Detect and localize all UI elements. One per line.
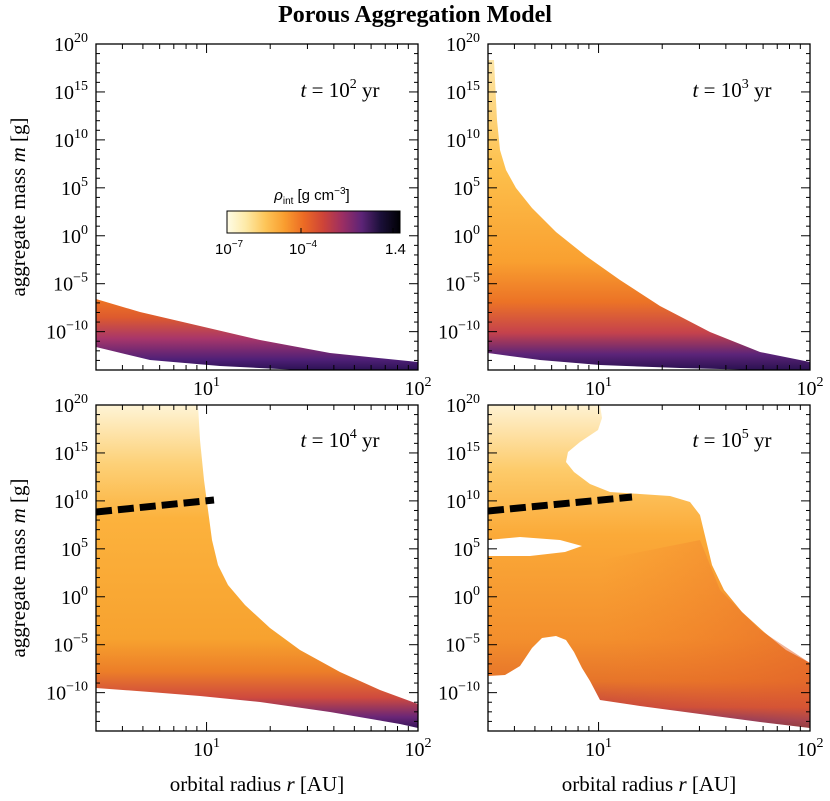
y-tick-label: 1020 bbox=[54, 31, 88, 56]
empty-region-bottom-left bbox=[96, 688, 418, 731]
y-tick-label: 1020 bbox=[54, 392, 88, 417]
x-tick-label: 102 bbox=[797, 375, 824, 400]
y-tick-label: 100 bbox=[61, 584, 88, 609]
y-tick-label: 100 bbox=[453, 223, 480, 248]
colorbar-label: ρint [g cm−3] bbox=[273, 186, 349, 207]
x-tick-label: 101 bbox=[193, 736, 220, 761]
y-tick-label: 1015 bbox=[446, 440, 480, 465]
density-region-bottom-right-warm bbox=[600, 540, 810, 731]
time-label-top-left: t = 102 yr bbox=[301, 77, 380, 102]
xlabel-right: orbital radius r [AU] bbox=[562, 772, 736, 796]
y-tick-label: 10−10 bbox=[438, 680, 480, 705]
y-tick-label: 1010 bbox=[54, 488, 88, 513]
time-label-top-right: t = 103 yr bbox=[693, 77, 772, 102]
y-tick-label: 105 bbox=[453, 536, 480, 561]
panel-top-right: t = 103 yr bbox=[487, 43, 811, 371]
y-tick-label: 10−10 bbox=[46, 680, 88, 705]
density-region-top-left bbox=[96, 299, 418, 370]
ticks-top-right bbox=[487, 43, 811, 371]
time-label-bottom-right: t = 105 yr bbox=[693, 427, 772, 452]
x-tick-label: 101 bbox=[585, 375, 612, 400]
y-tick-label: 1020 bbox=[446, 31, 480, 56]
ylabel-bottom: aggregate mass m [g] bbox=[6, 478, 30, 657]
ticks-bottom-right bbox=[487, 404, 811, 732]
y-tick-label: 105 bbox=[61, 536, 88, 561]
y-tick-label: 105 bbox=[61, 175, 88, 200]
colorbar-tick-label-mid: 10−4 bbox=[289, 239, 318, 258]
density-region-top-right bbox=[488, 60, 810, 370]
y-tick-label: 100 bbox=[453, 584, 480, 609]
y-tick-label: 1015 bbox=[54, 440, 88, 465]
y-tick-label: 10−5 bbox=[445, 271, 480, 296]
x-tick-label: 101 bbox=[193, 375, 220, 400]
dashed-line-bottom-right bbox=[488, 493, 633, 515]
ylabel-top: aggregate mass m [g] bbox=[6, 117, 30, 296]
y-tick-label: 10−5 bbox=[53, 271, 88, 296]
time-label-bottom-left: t = 104 yr bbox=[301, 427, 380, 452]
y-tick-label: 10−10 bbox=[438, 319, 480, 344]
y-tick-label: 10−5 bbox=[445, 632, 480, 657]
figure-title: Porous Aggregation Model bbox=[278, 2, 552, 28]
y-tick-label: 100 bbox=[61, 223, 88, 248]
ticks-bottom-left bbox=[95, 404, 419, 732]
x-tick-label: 102 bbox=[797, 736, 824, 761]
tick-labels: 1020 1015 1010 105 100 10−5 10−10 101 102 1020 101… bbox=[46, 31, 823, 761]
y-tick-label: 1010 bbox=[446, 488, 480, 513]
panel-bottom-right: t = 105 yr bbox=[487, 404, 811, 732]
panel-top-left: t = 102 yr ρint [g cm−3] 10−7 10−4 1.4 bbox=[95, 43, 419, 371]
density-region-bottom-left bbox=[96, 405, 418, 731]
notch-region-bottom-right bbox=[488, 636, 810, 731]
x-tick-label: 102 bbox=[405, 736, 432, 761]
panel-bottom-left: t = 104 yr bbox=[95, 404, 419, 732]
empty-region-top-right bbox=[488, 353, 760, 370]
colorbar-tick-label-min: 10−7 bbox=[215, 239, 244, 258]
x-tick-label: 102 bbox=[405, 375, 432, 400]
gap-region-bottom-right bbox=[488, 537, 582, 556]
ticks-top-left bbox=[95, 43, 419, 371]
y-tick-label: 1015 bbox=[54, 79, 88, 104]
y-tick-label: 1020 bbox=[446, 392, 480, 417]
y-tick-label: 10−10 bbox=[46, 319, 88, 344]
x-tick-label: 101 bbox=[585, 736, 612, 761]
dashed-line-bottom-left bbox=[96, 496, 215, 516]
y-tick-label: 105 bbox=[453, 175, 480, 200]
y-tick-label: 1010 bbox=[446, 127, 480, 152]
colorbar-tick-label-max: 1.4 bbox=[385, 241, 406, 258]
empty-region-top-left bbox=[96, 347, 300, 370]
colorbar: ρint [g cm−3] 10−7 10−4 1.4 bbox=[215, 186, 406, 258]
y-tick-label: 1015 bbox=[446, 79, 480, 104]
xlabel-left: orbital radius r [AU] bbox=[170, 772, 344, 796]
colorbar-bar bbox=[226, 210, 401, 234]
y-tick-label: 1010 bbox=[54, 127, 88, 152]
y-tick-label: 10−5 bbox=[53, 632, 88, 657]
